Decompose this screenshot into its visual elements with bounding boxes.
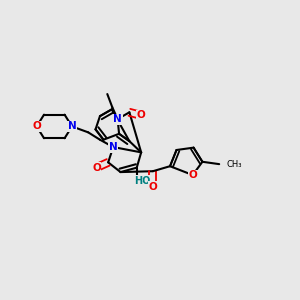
Text: O: O [188, 170, 197, 180]
Text: O: O [92, 163, 101, 173]
Text: CH₃: CH₃ [226, 160, 242, 169]
Text: O: O [32, 122, 41, 131]
Text: O: O [148, 182, 157, 192]
Text: N: N [68, 122, 76, 131]
Text: HO: HO [134, 176, 150, 186]
Text: N: N [109, 142, 118, 152]
Text: O: O [136, 110, 145, 120]
Text: N: N [113, 114, 122, 124]
